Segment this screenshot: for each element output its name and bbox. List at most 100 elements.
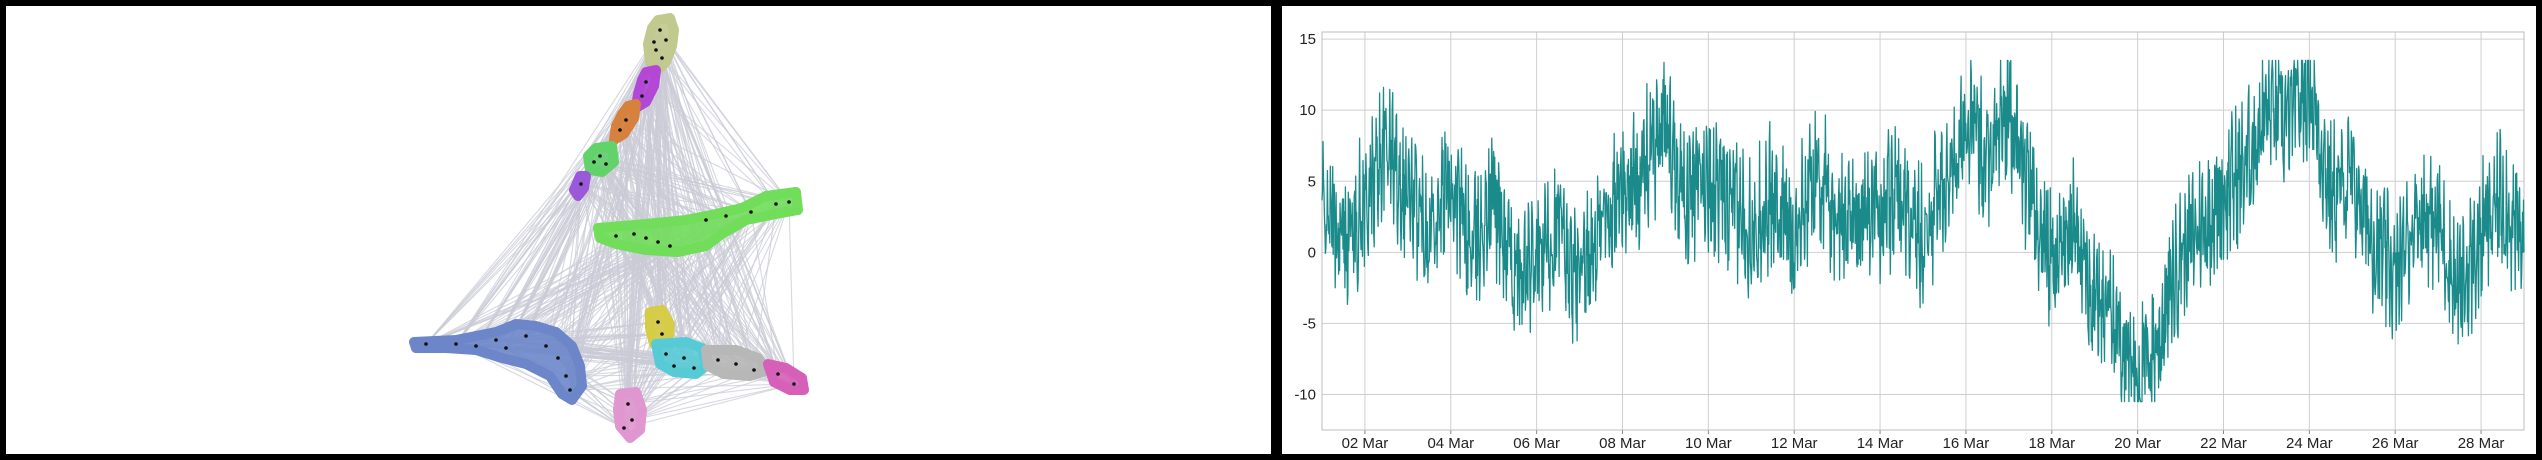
graph-node <box>716 358 720 362</box>
graph-edge <box>599 155 777 205</box>
graph-edge <box>665 39 777 205</box>
graph-edge <box>725 215 795 385</box>
graph-node <box>787 200 791 204</box>
graph-node <box>626 402 630 406</box>
graph-edge <box>631 373 779 421</box>
graph-edge <box>655 49 790 203</box>
graph-node <box>524 334 528 338</box>
series-group <box>1321 59 2525 403</box>
x-tick-label: 18 Mar <box>2028 435 2075 452</box>
x-tick-label: 28 Mar <box>2458 435 2505 452</box>
graph-node <box>632 232 636 236</box>
graph-edge <box>525 235 617 337</box>
graph-node <box>652 40 656 44</box>
graph-edge <box>557 203 777 359</box>
graph-edge <box>615 235 719 361</box>
graph-node <box>568 388 572 392</box>
graph-node <box>592 160 596 164</box>
graph-edge <box>593 161 719 361</box>
graph-edge <box>569 383 795 391</box>
graph-edge <box>625 119 727 217</box>
x-tick-label: 12 Mar <box>1771 435 1818 452</box>
graph-edge <box>455 343 625 429</box>
graph-node <box>656 320 660 324</box>
graph-node <box>792 382 796 386</box>
graph-node <box>614 234 618 238</box>
graph-node <box>494 338 498 342</box>
graph-edge <box>545 233 635 347</box>
graph-edge <box>657 241 779 375</box>
graph-edge <box>653 41 752 213</box>
graph-edge <box>619 129 752 213</box>
graph-edge <box>631 383 795 421</box>
graph-node <box>640 94 644 98</box>
x-tick-label: 22 Mar <box>2200 435 2247 452</box>
x-tick-label: 14 Mar <box>1857 435 1904 452</box>
graph-node <box>658 28 662 32</box>
small-violet-cluster <box>569 171 591 201</box>
graph-node <box>668 244 672 248</box>
chart-grid <box>1322 32 2524 434</box>
graph-edge <box>593 161 727 217</box>
graph-edge <box>665 201 790 355</box>
graph-edge <box>615 235 737 365</box>
graph-node <box>704 218 708 222</box>
graph-edge <box>580 183 727 217</box>
graph-node <box>598 154 602 158</box>
graph-edge <box>599 155 752 213</box>
blue-cluster <box>409 319 587 405</box>
network-graph <box>409 13 809 443</box>
graph-node <box>774 202 778 206</box>
graph-node <box>752 368 756 372</box>
graph-edge <box>665 39 790 203</box>
graph-edge <box>599 155 727 217</box>
graph-edge <box>475 29 661 347</box>
graph-edge <box>525 233 635 337</box>
graph-edge <box>645 81 777 205</box>
graph-edge <box>557 155 601 359</box>
graph-edge <box>425 183 582 345</box>
graph-edge <box>665 39 752 213</box>
x-tick-label: 10 Mar <box>1685 435 1732 452</box>
graph-edge <box>661 57 777 205</box>
x-tick-label: 02 Mar <box>1342 435 1389 452</box>
graph-edge <box>619 129 727 217</box>
graph-edge <box>645 81 790 203</box>
graph-edge <box>725 215 755 371</box>
graph-node <box>564 374 568 378</box>
graph-edge <box>725 215 779 375</box>
graph-edge <box>599 155 790 203</box>
graph-edge <box>633 233 737 365</box>
graph-edge <box>625 119 752 213</box>
graph-node <box>654 48 658 52</box>
graph-node <box>734 362 738 366</box>
graph-node <box>724 214 728 218</box>
graph-node <box>660 332 664 336</box>
graph-edge <box>627 383 795 405</box>
graph-node <box>624 118 628 122</box>
graph-node <box>604 162 608 166</box>
graph-edge <box>593 161 777 205</box>
graph-node <box>664 352 668 356</box>
graph-node <box>630 418 634 422</box>
time-series-panel: -10 -5 0 5 10 15 02 Mar 04 Mar 06 Mar 08 Mar 10 M… <box>1282 6 2536 454</box>
large-green-cluster <box>593 187 803 257</box>
x-tick-label: 04 Mar <box>1427 435 1474 452</box>
graph-node <box>579 182 583 186</box>
graph-nodes <box>424 28 796 430</box>
graph-node <box>644 80 648 84</box>
graph-node <box>622 426 626 430</box>
y-tick-label: -5 <box>1303 315 1316 332</box>
x-tick-label: 06 Mar <box>1513 435 1560 452</box>
graph-edge <box>455 233 635 345</box>
cyan-cluster <box>651 337 711 379</box>
y-axis-labels: -10 -5 0 5 10 15 <box>1294 31 1316 403</box>
graph-node <box>656 240 660 244</box>
graph-edge <box>557 183 582 359</box>
graph-edge <box>625 119 790 203</box>
graph-edge <box>569 245 671 391</box>
orange-cluster <box>609 99 641 145</box>
graph-edge <box>425 161 595 345</box>
graph-edge <box>593 161 752 213</box>
